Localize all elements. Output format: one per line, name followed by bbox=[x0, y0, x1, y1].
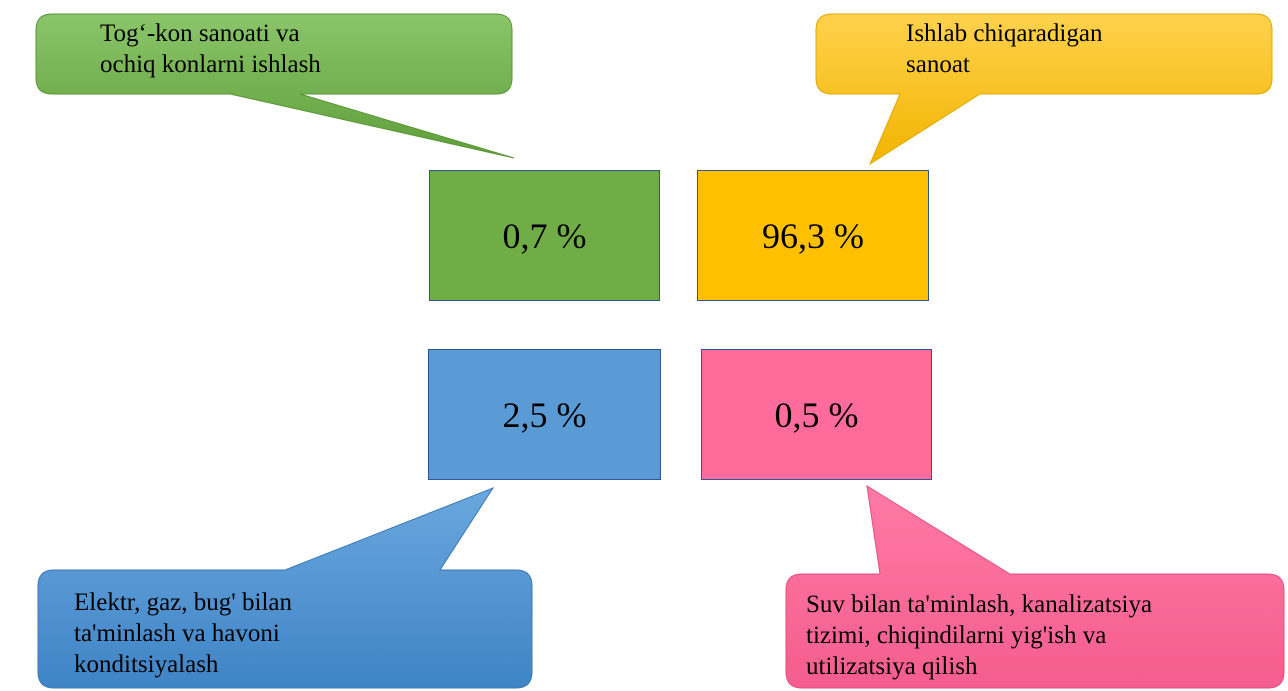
energy-label-line-3: konditsiyalash bbox=[74, 651, 219, 678]
mining-callout bbox=[35, 13, 515, 159]
manufacturing-value-box: 96,3 % bbox=[697, 170, 929, 301]
water-label-line-1: Suv bilan ta'minlash, kanalizatsiya bbox=[806, 591, 1153, 618]
mining-label: Tog‘-kon sanoati va ochiq konlarni ishla… bbox=[100, 18, 321, 80]
manufacturing-value: 96,3 % bbox=[762, 215, 864, 256]
manufacturing-label: Ishlab chiqaradigan sanoat bbox=[906, 18, 1102, 80]
energy-label-line-2: ta'minlash va havoni bbox=[74, 620, 280, 647]
manufacturing-label-line-1: Ishlab chiqaradigan bbox=[906, 20, 1103, 47]
mining-value: 0,7 % bbox=[502, 215, 587, 256]
manufacturing-callout bbox=[815, 13, 1273, 166]
mining-value-box: 0,7 % bbox=[429, 170, 660, 301]
water-label-line-3: utilizatsiya qilish bbox=[806, 653, 978, 680]
mining-label-line-1: Tog‘-kon sanoati va bbox=[100, 20, 300, 47]
water-value-box: 0,5 % bbox=[701, 349, 932, 480]
energy-label-line-1: Elektr, gaz, bug' bilan bbox=[74, 589, 293, 616]
water-callout bbox=[785, 485, 1285, 689]
energy-value-box: 2,5 % bbox=[428, 349, 661, 480]
water-label-line-2: tizimi, chiqindilarni yig'ish va bbox=[806, 622, 1107, 649]
water-value: 0,5 % bbox=[774, 394, 859, 435]
energy-value: 2,5 % bbox=[502, 394, 587, 435]
energy-callout bbox=[37, 486, 533, 689]
manufacturing-label-line-2: sanoat bbox=[906, 51, 970, 78]
water-label: Suv bilan ta'minlash, kanalizatsiya tizi… bbox=[806, 589, 1152, 682]
mining-label-line-2: ochiq konlarni ishlash bbox=[100, 51, 321, 78]
energy-label: Elektr, gaz, bug' bilan ta'minlash va ha… bbox=[74, 587, 292, 680]
